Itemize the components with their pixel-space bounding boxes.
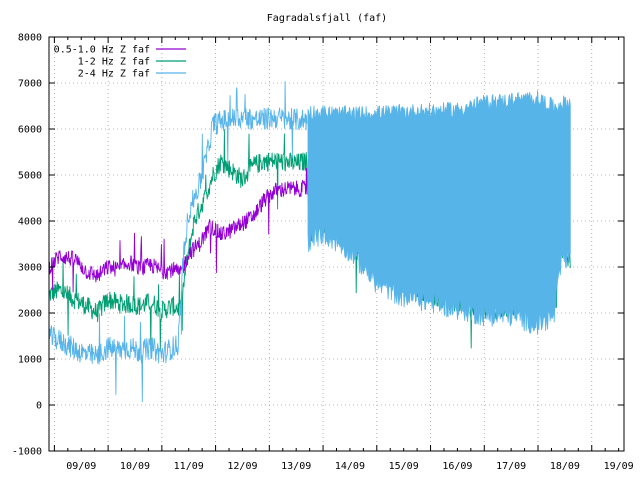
x-tick-label: 09/09 (66, 461, 96, 472)
legend-label-1: 0.5-1.0 Hz Z faf (54, 45, 150, 56)
x-tick-label: 15/09 (389, 461, 419, 472)
y-tick-label: 7000 (18, 79, 42, 90)
y-tick-label: 5000 (18, 171, 42, 182)
x-tick-label: 17/09 (496, 461, 526, 472)
axes: -1000 0 1000 2000 3000 4000 5000 6000 7000 8000 09… (12, 33, 634, 473)
y-tick-label: 2000 (18, 309, 42, 320)
plot-frame (48, 36, 625, 452)
x-tick-label: 18/09 (550, 461, 580, 472)
series-band-3 (307, 90, 571, 335)
series-line-3 (48, 81, 308, 403)
legend-label-2: 1-2 Hz Z faf (78, 57, 150, 68)
y-tick-label: 3000 (18, 263, 42, 274)
y-tick-label: 8000 (18, 33, 42, 44)
x-tick-label: 11/09 (174, 461, 204, 472)
legend-label-3: 2-4 Hz Z faf (78, 69, 150, 80)
x-tick-label: 19/09 (604, 461, 634, 472)
x-tick-label: 12/09 (227, 461, 257, 472)
y-tick-label: 1000 (18, 355, 42, 366)
y-tick-label: 4000 (18, 217, 42, 228)
x-tick-label: 10/09 (120, 461, 150, 472)
series-layer (48, 81, 571, 403)
x-tick-label: 13/09 (281, 461, 311, 472)
y-tick-label: 6000 (18, 125, 42, 136)
chart-title: Fagradalsfjall (faf) (267, 13, 387, 24)
y-tick-label: -1000 (12, 447, 42, 458)
series-line-1 (48, 167, 308, 293)
x-tick-label: 14/09 (335, 461, 365, 472)
x-tick-label: 16/09 (442, 461, 472, 472)
y-tick-label: 0 (36, 401, 42, 412)
